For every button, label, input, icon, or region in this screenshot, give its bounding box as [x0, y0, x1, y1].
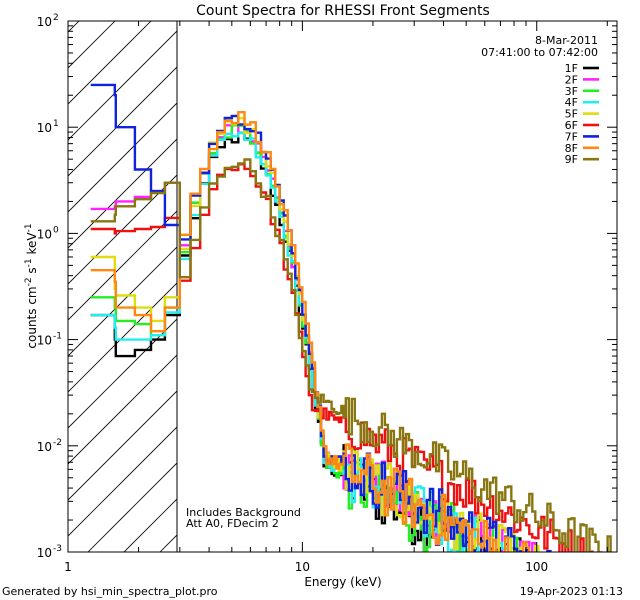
series-layer [90, 83, 612, 552]
x-tick-label: 1 [64, 560, 72, 574]
shaded-region [0, 0, 640, 552]
time-range-label: 07:41:00 to 07:42:00 [481, 46, 598, 59]
hatch-line [68, 426, 177, 537]
hatch-line [68, 30, 177, 141]
hatch-line [520, 0, 640, 552]
x-tick-label: 10 [295, 560, 310, 574]
hatch-line [68, 21, 80, 33]
legend-label: 8F [565, 142, 578, 155]
hatch-line [68, 390, 177, 501]
annotation-background: Includes Background [186, 506, 301, 519]
footer-timestamp: 19-Apr-2023 01:13 [520, 585, 623, 598]
y-tick-label: 10 [37, 121, 52, 135]
chart-title: Count Spectra for RHESSI Front Segments [196, 3, 490, 19]
y-tick-exponent: 0 [53, 225, 59, 235]
hatch-line [68, 21, 152, 105]
y-axis-label: counts cm-2 s-1 keV-1 [24, 223, 39, 348]
series-9F [90, 158, 612, 552]
plot-frame [67, 20, 618, 553]
hatch-line [68, 66, 177, 177]
hatch-line [0, 0, 4, 552]
legend-label: 5F [565, 108, 578, 121]
annotation-attenuator: Att A0, FDecim 2 [186, 517, 279, 530]
hatch-line [0, 0, 112, 552]
x-axis-label: Energy (keV) [304, 575, 381, 589]
y-tick-label: 10 [37, 334, 52, 348]
y-tick-exponent: 2 [53, 13, 59, 23]
legend-label: 6F [565, 119, 578, 132]
hatch-line [448, 0, 640, 552]
legend-label: 2F [565, 73, 578, 86]
hatch-line [68, 210, 177, 321]
legend-label: 9F [565, 153, 578, 166]
hatch-line [628, 0, 640, 552]
hatch-line [68, 246, 177, 357]
series-8F [90, 111, 531, 552]
hatch-line [68, 174, 177, 285]
y-tick-label: 10 [37, 440, 52, 454]
y-tick-exponent: 1 [53, 119, 59, 129]
hatch-line [376, 0, 640, 552]
footer-generated: Generated by hsi_min_spectra_plot.pro [2, 585, 218, 598]
x-tick-labels: 1 10 100 [64, 560, 548, 574]
y-tick-exponent: -2 [53, 438, 62, 448]
series-7F [90, 83, 552, 552]
hatch-line [68, 102, 177, 213]
legend-label: 3F [565, 85, 578, 98]
y-tick-exponent: -1 [53, 332, 62, 342]
date-label: 8-Mar-2011 [535, 34, 598, 47]
hatch-line [412, 0, 640, 552]
legend-label: 1F [565, 62, 578, 75]
y-tick-exponent: -3 [53, 544, 62, 554]
y-tick-label: 10 [37, 15, 52, 29]
hatch-line [68, 21, 116, 69]
x-tick-label: 100 [525, 560, 548, 574]
legend-label: 4F [565, 96, 578, 109]
hatch-line [68, 354, 177, 465]
y-tick-label: 10 [37, 546, 52, 560]
series-4F [90, 131, 540, 552]
axis-ticks [67, 21, 617, 553]
series-6F [90, 163, 612, 552]
legend-label: 7F [565, 130, 578, 143]
y-tick-label: 10 [37, 227, 52, 241]
